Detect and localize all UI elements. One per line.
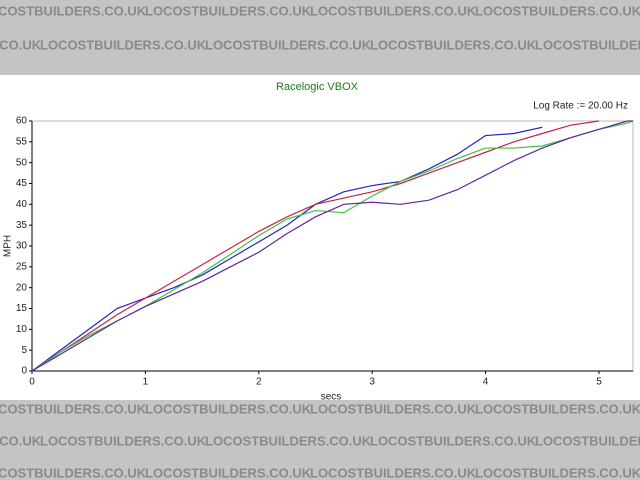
y-tick-label: 50 — [16, 157, 28, 168]
watermark-band — [0, 0, 640, 75]
data-line — [32, 120, 600, 372]
x-tick-label: 2 — [256, 377, 262, 388]
y-tick-label: 60 — [16, 116, 28, 127]
y-tick-label: 5 — [21, 345, 27, 356]
watermark: LOCOSTBUILDERS.CO.UK — [40, 37, 207, 52]
watermark: LOCOSTBUILDERS.CO.UK — [0, 465, 147, 480]
watermark: LOCOSTBUILDERS.CO.UK — [0, 3, 147, 18]
x-tick-label: 0 — [29, 377, 35, 388]
y-tick-label: 55 — [16, 136, 28, 147]
watermark: LOCOSTBUILDERS.CO.UK — [310, 3, 477, 18]
x-axis-label: secs — [321, 392, 342, 403]
y-tick-label: 0 — [21, 366, 27, 377]
watermark: LOCOSTBUILDERS.CO.UK — [0, 37, 42, 52]
watermark: LOCOSTBUILDERS.CO.UK — [145, 465, 312, 480]
watermark: LOCOSTBUILDERS.CO.UK — [310, 401, 477, 416]
y-tick-label: 30 — [16, 241, 28, 252]
y-tick-label: 40 — [16, 199, 28, 210]
data-line — [32, 120, 633, 372]
watermark: LOCOSTBUILDERS.CO.UK — [370, 433, 537, 448]
chart-subtitle: Log Rate := 20.00 Hz — [533, 101, 628, 112]
watermark: LOCOSTBUILDERS.CO.UK — [535, 433, 640, 448]
data-line — [32, 126, 543, 372]
chart-title: Racelogic VBOX — [276, 81, 359, 93]
y-tick-label: 35 — [16, 220, 28, 231]
watermark: LOCOSTBUILDERS.CO.UK — [0, 401, 147, 416]
watermark: LOCOSTBUILDERS.CO.UK — [370, 37, 537, 52]
watermark-band — [0, 400, 640, 480]
x-tick-label: 5 — [596, 377, 602, 388]
watermark: LOCOSTBUILDERS.CO.UK — [40, 433, 207, 448]
y-tick-label: 15 — [16, 303, 28, 314]
y-tick-label: 25 — [16, 261, 28, 272]
watermark: LOCOSTBUILDERS.CO.UK — [145, 3, 312, 18]
watermark: LOCOSTBUILDERS.CO.UK — [205, 433, 372, 448]
watermark: LOCOSTBUILDERS.CO.UK — [310, 465, 477, 480]
watermark: LOCOSTBUILDERS.CO.UK — [475, 465, 640, 480]
y-axis-label: MPH — [3, 235, 14, 257]
x-tick-label: 4 — [483, 377, 489, 388]
x-tick-label: 3 — [369, 377, 375, 388]
x-tick-label: 1 — [143, 377, 149, 388]
watermark: LOCOSTBUILDERS.CO.UK — [535, 37, 640, 52]
watermark: LOCOSTBUILDERS.CO.UK — [145, 401, 312, 416]
watermark: LOCOSTBUILDERS.CO.UK — [0, 433, 42, 448]
watermark: LOCOSTBUILDERS.CO.UK — [475, 401, 640, 416]
y-tick-label: 20 — [16, 282, 28, 293]
y-tick-label: 45 — [16, 178, 28, 189]
watermark: LOCOSTBUILDERS.CO.UK — [205, 37, 372, 52]
y-tick-label: 10 — [16, 324, 28, 335]
watermark: LOCOSTBUILDERS.CO.UK — [475, 3, 640, 18]
